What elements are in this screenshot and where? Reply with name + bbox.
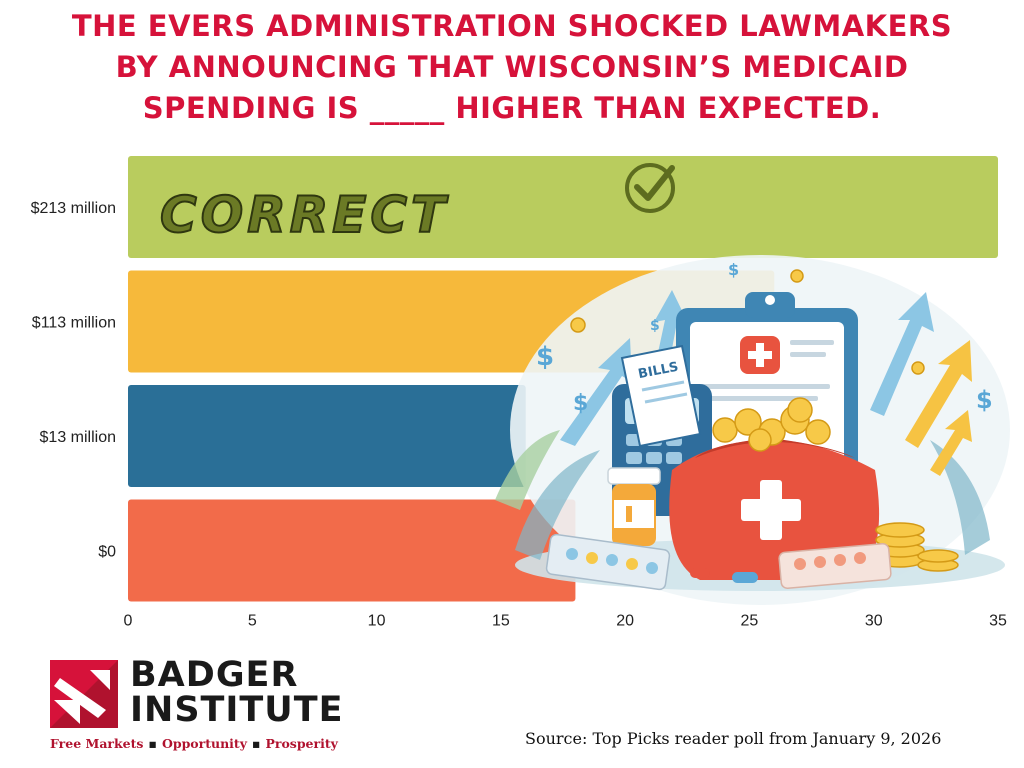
x-tick-label: 5 bbox=[248, 613, 257, 630]
tagline-separator: ▪ bbox=[148, 736, 157, 751]
pill-blister-icon bbox=[778, 543, 892, 589]
pill-blister-icon bbox=[545, 533, 671, 591]
title-line-3: SPENDING IS _____ HIGHER THAN EXPECTED. bbox=[142, 91, 882, 125]
category-label: $113 million bbox=[32, 315, 116, 332]
x-tick-label: 35 bbox=[989, 613, 1007, 630]
pill-bottle-icon bbox=[607, 467, 661, 546]
category-label: $0 bbox=[98, 544, 116, 561]
dollar-sign-icon: $ bbox=[650, 318, 660, 334]
dollar-sign-icon: $ bbox=[573, 391, 588, 416]
logo-name-line-2: INSTITUTE bbox=[130, 690, 344, 730]
bar-4 bbox=[128, 499, 576, 602]
rising-arrow-icon bbox=[870, 292, 934, 416]
correct-label: CORRECT bbox=[160, 186, 449, 244]
bar-chart: $ $ $ $ $ bbox=[31, 156, 1010, 630]
gold-coins-icon bbox=[712, 397, 831, 452]
logo-tagline: Free Markets ▪ Opportunity ▪ Prosperity bbox=[50, 736, 338, 751]
checkmark-circle-icon bbox=[625, 163, 675, 213]
capsule-icon bbox=[732, 572, 758, 583]
x-tick-label: 15 bbox=[492, 613, 510, 630]
x-axis-ticks: 0 5 10 15 20 25 30 35 bbox=[124, 613, 1007, 630]
rising-arrow-icon bbox=[905, 340, 972, 448]
logo-name: BADGER INSTITUTE bbox=[130, 658, 344, 728]
badger-institute-logo: BADGER INSTITUTE Free Markets ▪ Opportunit… bbox=[50, 658, 350, 758]
category-label: $13 million bbox=[40, 429, 116, 446]
x-tick-label: 20 bbox=[616, 613, 634, 630]
x-tick-label: 0 bbox=[124, 613, 133, 630]
dollar-sign-icon: $ bbox=[728, 260, 739, 279]
y-axis-labels: $213 million $113 million $13 million $0 bbox=[31, 200, 116, 561]
tagline-separator: ▪ bbox=[251, 736, 261, 751]
title-line-2: BY ANNOUNCING THAT WISCONSIN’S MEDICAID bbox=[115, 50, 909, 84]
bills-receipt-icon: BILLS bbox=[620, 344, 702, 448]
tagline-item: Free Markets bbox=[50, 736, 144, 751]
bar-1 bbox=[128, 156, 998, 258]
correct-indicator: CORRECT bbox=[159, 163, 675, 245]
tagline-item: Prosperity bbox=[265, 736, 338, 751]
category-label: $213 million bbox=[31, 200, 116, 217]
rising-arrow-icon bbox=[560, 338, 632, 446]
capsule-icon bbox=[690, 568, 710, 578]
dollar-sign-icon: $ bbox=[976, 386, 993, 414]
logo-name-line-1: BADGER bbox=[130, 655, 299, 695]
medical-spending-illustration: $ $ $ $ $ bbox=[495, 255, 1010, 605]
x-tick-label: 30 bbox=[865, 613, 883, 630]
bar-3 bbox=[128, 385, 526, 487]
source-note: Source: Top Picks reader poll from Janua… bbox=[525, 729, 942, 748]
logo-mark-icon bbox=[50, 660, 118, 728]
x-tick-label: 25 bbox=[741, 613, 759, 630]
x-tick-label: 10 bbox=[368, 613, 386, 630]
title-line-1: THE EVERS ADMINISTRATION SHOCKED LAWMAKE… bbox=[71, 9, 953, 43]
chart-title: THE EVERS ADMINISTRATION SHOCKED LAWMAKE… bbox=[20, 6, 1004, 129]
dollar-sign-icon: $ bbox=[536, 342, 554, 372]
tagline-item: Opportunity bbox=[161, 736, 247, 751]
rising-arrow-icon bbox=[930, 410, 972, 476]
